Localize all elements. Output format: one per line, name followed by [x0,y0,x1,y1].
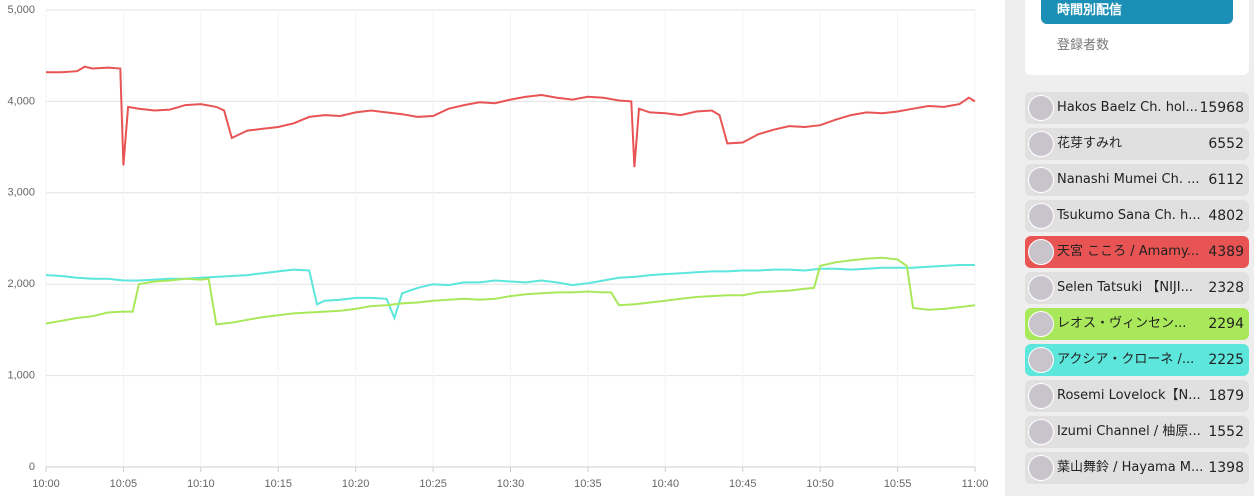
channel-name: 葉山舞鈴 / Hayama M... [1057,460,1204,475]
viewer-count: 1398 [1208,460,1244,476]
x-tick-label: 10:35 [574,478,602,490]
ranking-row[interactable]: Tsukumo Sana Ch. h... 4802 [1025,200,1249,232]
avatar [1028,95,1054,121]
series-line [46,65,976,168]
x-tick-label: 11:00 [962,478,989,490]
avatar [1028,131,1054,157]
ranking-row[interactable]: 天宮 こころ / Amamy... 4389 [1025,236,1249,268]
channel-name: Hakos Baelz Ch. hol... [1057,100,1198,115]
y-tick-label: 1,000 [7,370,35,382]
ranking-row[interactable]: Hakos Baelz Ch. hol... 15968 [1025,92,1249,124]
ranking-row[interactable]: Rosemi Lovelock【N... 1879 [1025,380,1249,412]
avatar [1028,167,1054,193]
y-tick-label: 0 [29,461,35,473]
menu-item[interactable]: 登録者数 [1057,38,1110,53]
channel-name: 天宮 こころ / Amamy... [1057,244,1200,259]
x-tick-label: 10:45 [729,478,757,490]
ranking-row[interactable]: Selen Tatsuki 【NIJI... 2328 [1025,272,1249,304]
avatar [1028,419,1054,445]
series-line [45,256,976,326]
avatar [1028,275,1054,301]
channel-name: レオス・ヴィンセン... [1057,316,1187,331]
x-tick-label: 10:40 [652,478,680,490]
avatar [1028,203,1054,229]
viewer-count: 2328 [1208,280,1244,296]
channel-name: Nanashi Mumei Ch. ... [1057,172,1200,187]
channel-name: Selen Tatsuki 【NIJI... [1057,280,1193,295]
x-tick-label: 10:50 [806,478,834,490]
avatar [1028,239,1054,265]
y-tick-label: 5,000 [7,4,35,16]
x-tick-label: 10:20 [342,478,370,490]
chart: 0 1,000 2,000 3,000 4,000 5,000 10:00 10:05 10:1… [7,4,989,490]
x-tick-label: 10:00 [32,478,60,490]
ranking-row[interactable]: Nanashi Mumei Ch. ... 6112 [1025,164,1249,196]
x-tick-label: 10:30 [497,478,525,490]
viewer-count: 4389 [1208,244,1244,260]
x-tick-label: 10:15 [264,478,292,490]
avatar [1028,383,1054,409]
viewer-count: 15968 [1199,100,1244,116]
viewer-count: 2294 [1208,316,1244,332]
y-tick-label: 2,000 [7,278,35,290]
ranking-row[interactable]: レオス・ヴィンセン... 2294 [1025,308,1249,340]
menu-card: 時間別配信 登録者数 [1025,0,1249,75]
y-tick-label: 3,000 [7,187,35,199]
channel-name: アクシア・クローネ /... [1057,352,1195,367]
x-tick-label: 10:05 [110,478,138,490]
avatar [1028,347,1054,373]
channel-name: 花芽すみれ [1057,136,1123,151]
viewer-count: 1552 [1208,424,1244,440]
viewer-count: 6552 [1208,136,1244,152]
viewer-count: 2225 [1208,352,1244,368]
ranking-row[interactable]: 葉山舞鈴 / Hayama M... 1398 [1025,452,1249,484]
avatar [1028,311,1054,337]
channel-name: Izumi Channel / 柚原... [1057,424,1201,439]
viewer-count: 6112 [1208,172,1244,188]
ranking-row[interactable]: 花芽すみれ 6552 [1025,128,1249,160]
channel-name: Tsukumo Sana Ch. h... [1057,208,1201,223]
ranking-row[interactable]: アクシア・クローネ /... 2225 [1025,344,1249,376]
y-tick-label: 4,000 [7,95,35,107]
ranking-row[interactable]: Izumi Channel / 柚原... 1552 [1025,416,1249,448]
x-tick-label: 10:25 [419,478,447,490]
menu-active[interactable]: 時間別配信 [1041,0,1233,24]
avatar [1028,455,1054,481]
x-tick-label: 10:10 [187,478,215,490]
viewer-count: 1879 [1208,388,1244,404]
sidebar: 時間別配信 登録者数 Hakos Baelz Ch. hol... 15968 花芽… [1005,0,1254,496]
channel-name: Rosemi Lovelock【N... [1057,388,1201,403]
series-line [45,264,975,321]
x-tick-label: 10:55 [884,478,912,490]
viewer-count: 4802 [1208,208,1244,224]
